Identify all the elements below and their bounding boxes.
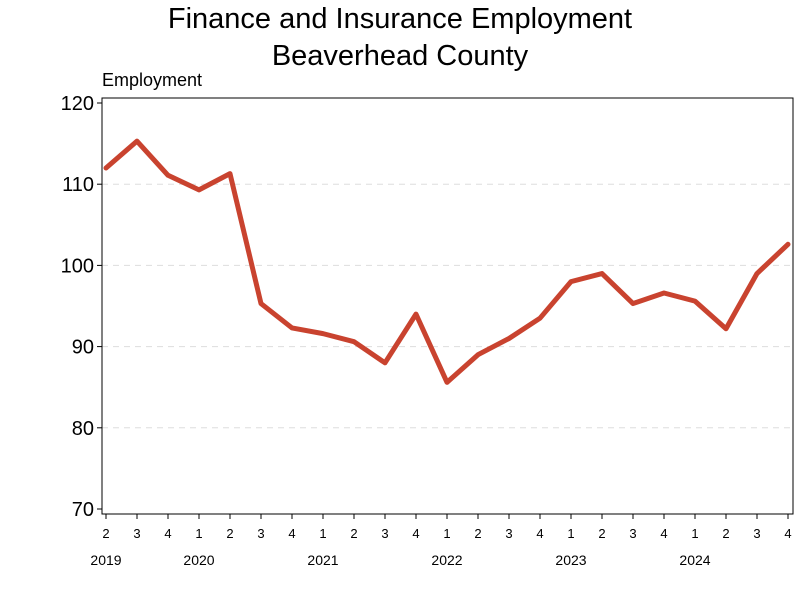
x-tick-label: 2 xyxy=(722,526,729,541)
x-tick-label: 1 xyxy=(319,526,326,541)
x-tick-label: 1 xyxy=(443,526,450,541)
plot-area xyxy=(101,97,794,515)
data-point xyxy=(476,353,480,357)
x-tick-label: 3 xyxy=(381,526,388,541)
x-tick-label: 3 xyxy=(753,526,760,541)
x-tick-label: 4 xyxy=(164,526,171,541)
data-point xyxy=(755,272,759,276)
x-tick-label: 3 xyxy=(133,526,140,541)
x-tick-label: 2 xyxy=(102,526,109,541)
x-tick-label: 3 xyxy=(257,526,264,541)
y-axis-label: Employment xyxy=(102,70,202,90)
x-tick-label: 4 xyxy=(784,526,791,541)
x-year-label: 2024 xyxy=(679,552,710,568)
data-point xyxy=(104,166,108,170)
chart-title: Finance and Insurance Employment xyxy=(167,3,633,35)
x-tick-label: 2 xyxy=(598,526,605,541)
y-tick-label: 110 xyxy=(62,174,94,196)
gridlines xyxy=(102,183,793,429)
y-tick-label: 100 xyxy=(61,255,94,277)
x-year-label: 2023 xyxy=(555,552,586,568)
x-tick-label: 1 xyxy=(567,526,574,541)
y-tick-label: 120 xyxy=(61,93,94,115)
data-point xyxy=(507,336,511,340)
data-point xyxy=(166,173,170,177)
data-point xyxy=(786,242,790,246)
x-year-label: 2020 xyxy=(183,552,214,568)
x-tick-label: 4 xyxy=(536,526,543,541)
x-year-label: 2019 xyxy=(90,552,121,568)
x-tick-label: 1 xyxy=(195,526,202,541)
x-tick-label: 4 xyxy=(412,526,419,541)
data-point xyxy=(290,326,294,330)
data-point xyxy=(259,302,263,306)
series-layer xyxy=(103,138,791,385)
data-point xyxy=(352,340,356,344)
y-tick-label: 80 xyxy=(72,418,94,440)
data-point xyxy=(383,361,387,365)
x-tick-label: 3 xyxy=(505,526,512,541)
x-tick-label: 1 xyxy=(691,526,698,541)
data-point xyxy=(662,291,666,295)
data-point xyxy=(445,380,449,384)
y-tick-label: 90 xyxy=(72,337,94,359)
x-tick-label: 2 xyxy=(350,526,357,541)
y-tick-label: 70 xyxy=(72,499,94,521)
data-point xyxy=(569,280,573,284)
data-point xyxy=(228,172,232,176)
x-tick-label: 3 xyxy=(629,526,636,541)
data-point xyxy=(538,316,542,320)
x-tick-label: 4 xyxy=(660,526,667,541)
x-tick-label: 4 xyxy=(288,526,295,541)
data-point xyxy=(631,302,635,306)
x-year-label: 2021 xyxy=(307,552,338,568)
x-tick-label: 2 xyxy=(226,526,233,541)
data-point xyxy=(135,139,139,143)
data-point xyxy=(600,272,604,276)
data-point xyxy=(724,327,728,331)
x-axis: 2 3 4 1 2 3 4 1 2 3 4 1 2 3 4 1 2 3 4 1 2 3 4 2019 2020 2021 2022 2… xyxy=(90,514,792,568)
y-axis: 70 80 90 100 110 120 xyxy=(61,93,102,521)
x-year-label: 2022 xyxy=(431,552,462,568)
x-tick-label: 2 xyxy=(474,526,481,541)
chart-subtitle: Beaverhead County xyxy=(271,40,529,72)
data-point xyxy=(321,332,325,336)
data-point xyxy=(414,312,418,316)
data-point xyxy=(197,188,201,192)
data-point xyxy=(693,299,697,303)
